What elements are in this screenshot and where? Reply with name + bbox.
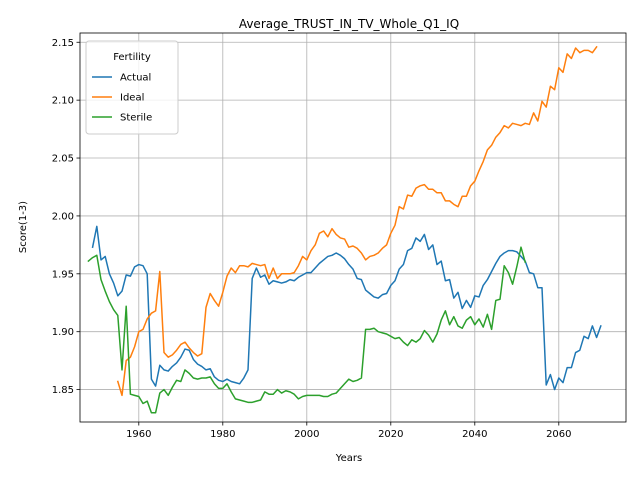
legend-label-actual: Actual [120,73,151,84]
legend-label-sterile: Sterile [120,113,152,124]
y-axis-ticks: 1.85 1.90 1.95 2.00 2.05 2.10 2.15 [52,38,80,396]
y-tick-label: 1.85 [52,385,74,396]
legend-items: Actual Ideal Sterile [92,73,152,124]
x-tick-label: 1980 [210,429,235,440]
chart-title: Average_TRUST_IN_TV_Whole_Q1_IQ [239,17,459,31]
y-tick-label: 2.15 [52,38,74,49]
plot-frame [79,32,627,423]
y-tick-label: 2.00 [52,211,74,222]
x-tick-label: 2040 [462,429,487,440]
y-tick-label: 1.95 [52,269,74,280]
x-tick-label: 2020 [378,429,403,440]
series-line-actual [91,225,602,391]
y-tick-label: 1.90 [52,327,74,338]
x-tick-label: 2060 [546,429,571,440]
series-line-sterile [87,246,527,414]
y-tick-label: 2.05 [52,154,74,165]
x-axis-ticks: 1960 1980 2000 2020 2040 2060 [126,422,572,440]
y-tick-label: 2.10 [52,96,74,107]
x-axis-label: Years [335,453,362,464]
legend: Fertility Actual Ideal Sterile [85,40,179,135]
y-axis-label: Score(1-3) [18,201,29,253]
x-tick-label: 2000 [294,429,319,440]
legend-title: Fertility [113,52,151,63]
series-lines [87,45,602,414]
legend-box [85,40,179,135]
grid-lines [80,33,626,422]
x-tick-label: 1960 [126,429,151,440]
series-line-ideal [116,45,598,397]
legend-label-ideal: Ideal [120,93,144,104]
